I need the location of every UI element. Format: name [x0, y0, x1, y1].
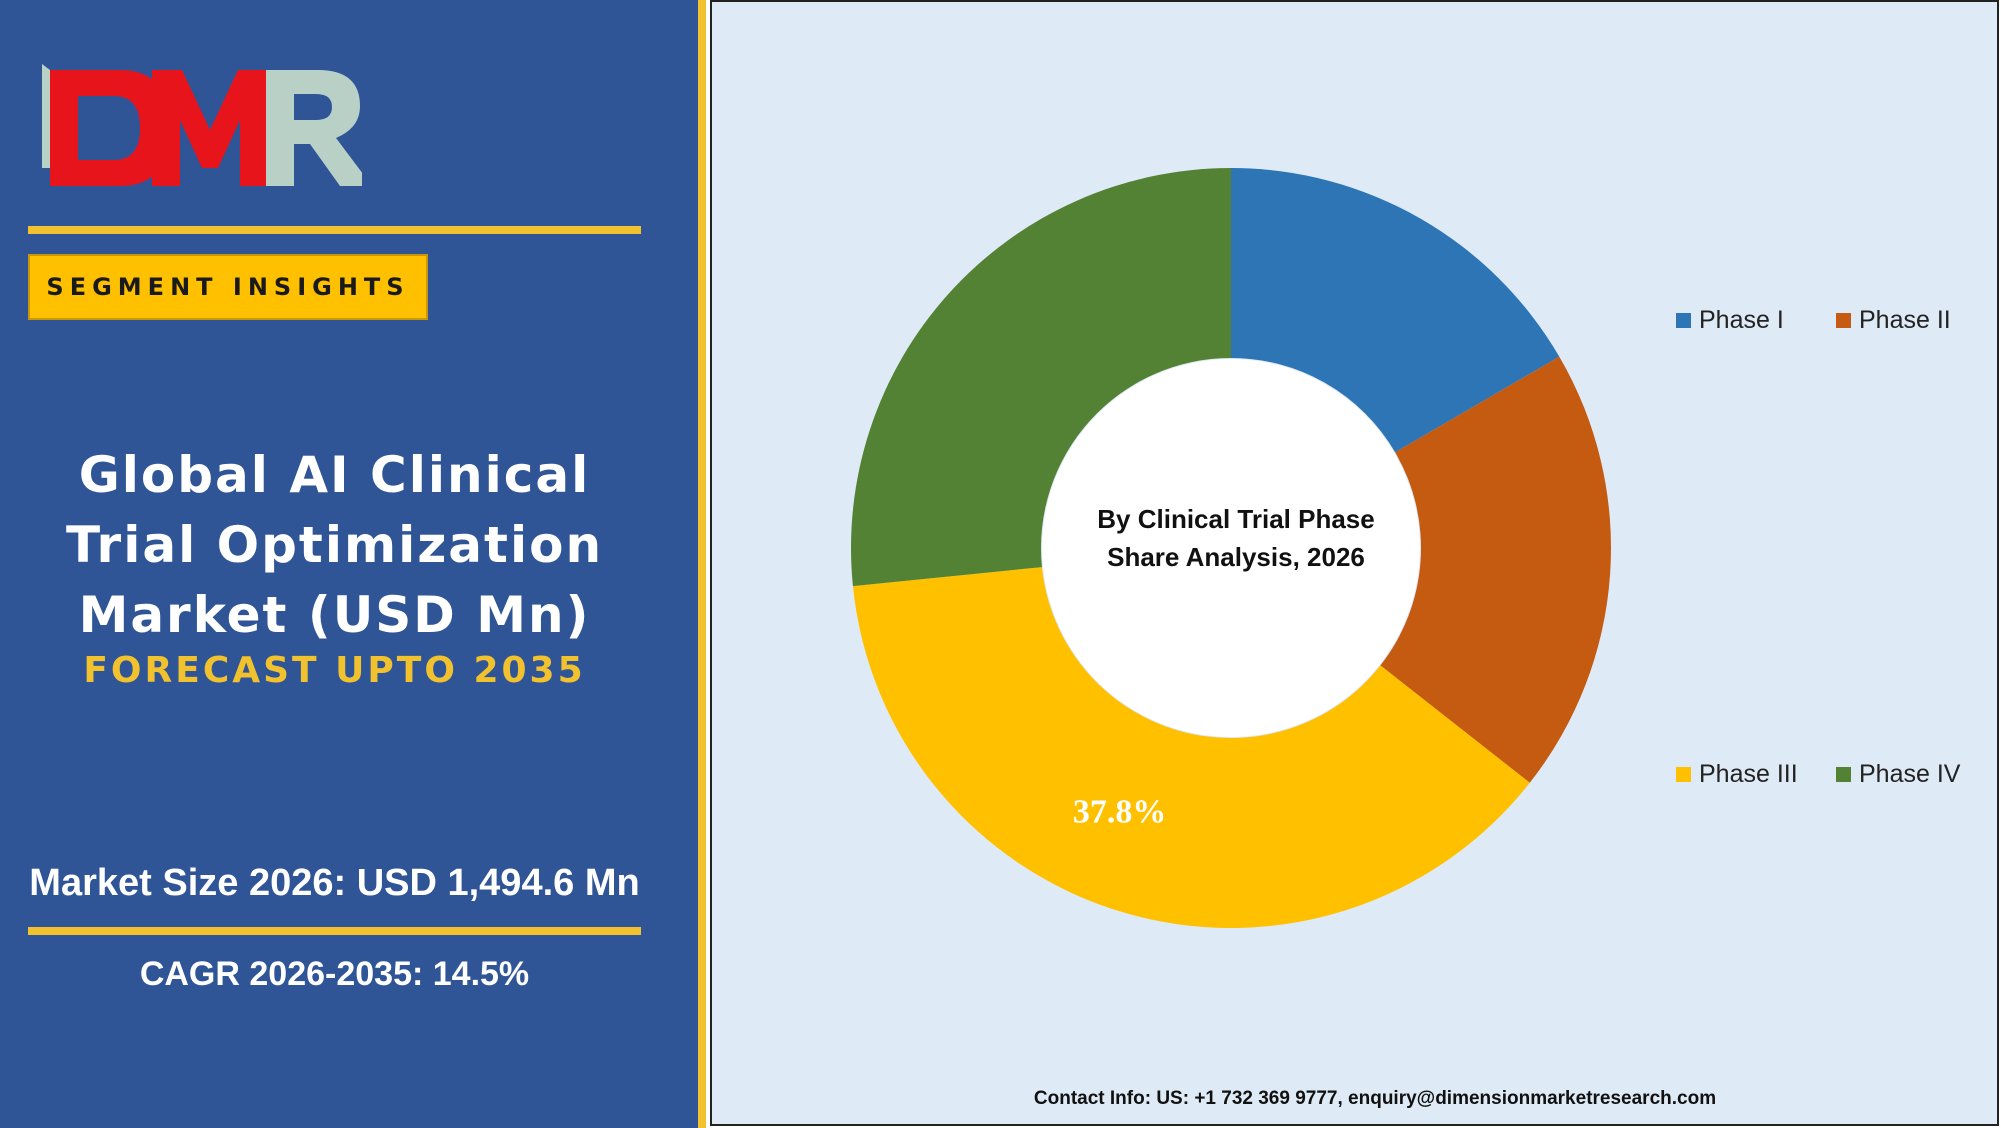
legend-swatch: [1676, 767, 1691, 782]
logo-letter-m: [152, 70, 268, 186]
forecast-subtitle: FORECAST UPTO 2035: [83, 650, 586, 691]
donut-slice-phase-iii: [852, 567, 1530, 929]
legend-item-phase-iv: Phase IV: [1836, 760, 1960, 789]
legend-swatch: [1836, 313, 1851, 328]
legend-swatch: [1676, 313, 1691, 328]
chart-title-line: By Clinical Trial Phase: [1097, 504, 1375, 534]
gold-divider: [698, 0, 706, 1128]
logo-underline: [28, 226, 641, 234]
logo-letter-r: [266, 70, 362, 186]
report-title-line: Market (USD Mn): [78, 586, 591, 644]
donut-slice-phase-i: [1231, 168, 1560, 453]
legend-item-phase-i: Phase I: [1676, 306, 1784, 335]
legend-swatch: [1836, 767, 1851, 782]
donut-hole: [1042, 359, 1420, 737]
legend-label: Phase II: [1859, 306, 1951, 334]
report-title-line: Trial Optimization: [65, 516, 604, 574]
dmr-logo: [42, 64, 362, 186]
legend-label: Phase IV: [1859, 760, 1961, 788]
report-title-line: Global AI Clinical: [78, 446, 591, 504]
legend-label: Phase III: [1699, 760, 1798, 788]
logo-letter-d: [50, 70, 170, 186]
left-panel: SEGMENT INSIGHTS Global AI Clinical Tria…: [0, 0, 698, 1128]
report-title: Global AI Clinical Trial Optimization Ma…: [28, 440, 641, 650]
legend-label: Phase I: [1699, 306, 1784, 334]
stat-divider: [28, 927, 641, 935]
chart-title: By Clinical Trial Phase Share Analysis, …: [1056, 500, 1416, 576]
data-label-phase-iii: 37.8%: [1073, 793, 1167, 830]
donut-slice-phase-iv: [851, 168, 1231, 587]
segment-insights-badge: SEGMENT INSIGHTS: [28, 254, 428, 320]
legend-item-phase-ii: Phase II: [1836, 306, 1951, 335]
legend-item-phase-iii: Phase III: [1676, 760, 1798, 789]
market-size-stat: Market Size 2026: USD 1,494.6 Mn: [29, 862, 640, 904]
chart-title-line: Share Analysis, 2026: [1107, 542, 1365, 572]
donut-slice-phase-ii: [1380, 356, 1611, 783]
cagr-stat: CAGR 2026-2035: 14.5%: [139, 955, 530, 993]
contact-info: Contact Info: US: +1 732 369 9777, enqui…: [1033, 1088, 1717, 1109]
logo-letter-d-shadow: [42, 64, 50, 168]
